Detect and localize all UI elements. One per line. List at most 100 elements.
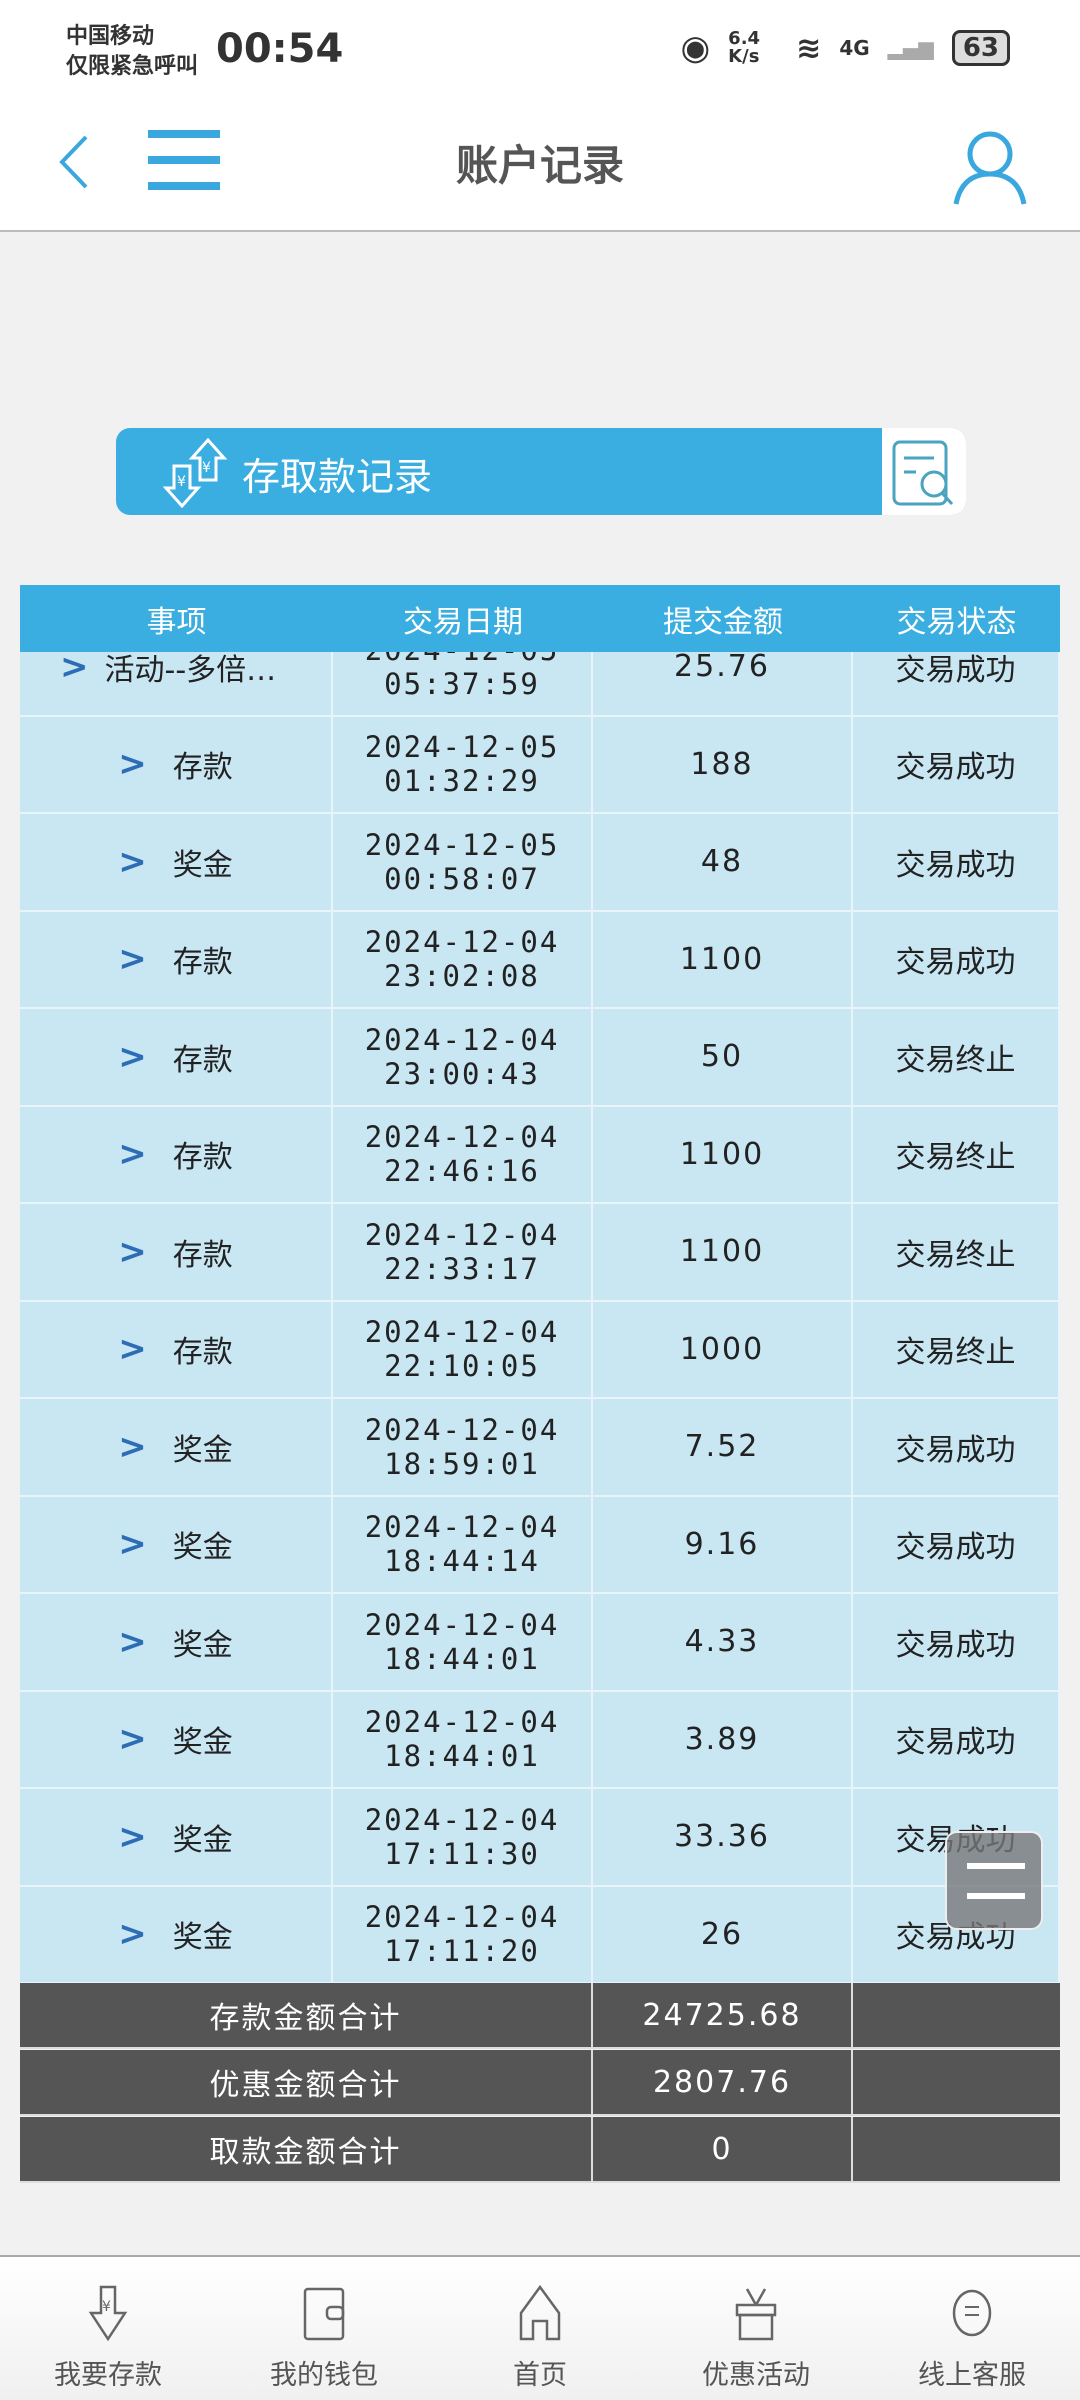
nav-label: 优惠活动 xyxy=(702,2360,810,2391)
page-title: 账户记录 xyxy=(455,141,624,190)
carrier: 中国移动 xyxy=(66,24,155,49)
item: 存款 xyxy=(172,1042,233,1078)
amount: 188 xyxy=(593,716,853,812)
summary-value: 24725.68 xyxy=(593,1983,853,2047)
summary-label: 取款金额合计 xyxy=(20,2117,593,2181)
summary-row: 取款金额合计 0 xyxy=(20,2117,1060,2183)
date: 2024-12-04 xyxy=(364,1802,560,1837)
table-row[interactable]: > 存款 2024-12-04 22:46:16 1100 交易终止 xyxy=(20,1106,1060,1204)
amount: 4.33 xyxy=(593,1594,853,1690)
chevron-right-icon[interactable]: > xyxy=(118,1329,147,1370)
nav-item[interactable]: 优惠活动 xyxy=(648,2257,864,2400)
chevron-right-icon[interactable]: > xyxy=(118,841,147,882)
time: 22:46:16 xyxy=(384,1154,540,1189)
item: 存款 xyxy=(172,1335,233,1371)
status-badge: 交易终止 xyxy=(853,1106,1060,1202)
table-row[interactable]: > 存款 2024-12-04 23:02:08 1100 交易成功 xyxy=(20,911,1060,1009)
nav-item[interactable]: 首页 xyxy=(432,2257,648,2400)
table-row[interactable]: > 奖金 2024-12-05 00:58:07 48 交易成功 xyxy=(20,814,1060,912)
amount: 25.76 xyxy=(593,652,853,715)
records-table[interactable]: >活动--多倍… 2024-12-0505:37:59 25.76 交易成功>存… xyxy=(20,652,1060,1983)
status-badge: 交易终止 xyxy=(853,1009,1060,1105)
item: 奖金 xyxy=(172,1432,233,1468)
date: 2024-12-04 xyxy=(364,925,560,960)
table-row[interactable]: > 存款 2024-12-04 23:00:43 50 交易终止 xyxy=(20,1009,1060,1107)
summary-row: 优惠金额合计 2807.76 xyxy=(20,2050,1060,2116)
banner-label: 存取款记录 xyxy=(242,455,433,499)
table-row[interactable]: > 奖金 2024-12-04 18:44:01 3.89 交易成功 xyxy=(20,1691,1060,1789)
item: 奖金 xyxy=(172,1920,233,1956)
date: 2024-12-05 xyxy=(364,827,560,862)
date: 2024-12-04 xyxy=(364,1607,560,1642)
chevron-right-icon[interactable]: > xyxy=(118,1816,147,1857)
col-date: 交易日期 xyxy=(403,604,523,640)
table-row[interactable]: > 奖金 2024-12-04 17:11:20 26 交易成功 xyxy=(20,1886,1060,1983)
time: 18:44:01 xyxy=(384,1739,540,1774)
back-icon[interactable] xyxy=(56,132,96,192)
signal-icon: ▂▄▆ xyxy=(887,36,934,60)
nav-label: 我要存款 xyxy=(54,2360,162,2391)
status-badge: 交易成功 xyxy=(853,911,1060,1007)
date: 2024-12-04 xyxy=(364,1120,560,1155)
header: 账户记录 xyxy=(0,90,1080,232)
wifi-icon: ≋ xyxy=(796,30,822,66)
chevron-right-icon[interactable]: > xyxy=(118,1134,147,1175)
time: 18:44:01 xyxy=(384,1641,540,1676)
table-row[interactable]: > 奖金 2024-12-04 18:44:01 4.33 交易成功 xyxy=(20,1594,1060,1692)
item: 奖金 xyxy=(172,1627,233,1663)
date: 2024-12-05 xyxy=(365,652,560,667)
time: 17:11:20 xyxy=(384,1934,540,1969)
chevron-right-icon[interactable]: > xyxy=(118,744,147,785)
table-row[interactable]: > 存款 2024-12-05 01:32:29 188 交易成功 xyxy=(20,716,1060,814)
status-badge: 交易成功 xyxy=(853,814,1060,910)
time: 18:59:01 xyxy=(384,1446,540,1481)
summary-label: 存款金额合计 xyxy=(20,1983,593,2047)
chevron-right-icon[interactable]: > xyxy=(118,1719,147,1760)
chevron-right-icon[interactable]: > xyxy=(118,1914,147,1955)
chevron-right-icon[interactable]: > xyxy=(118,1426,147,1467)
status-badge: 交易成功 xyxy=(853,1399,1060,1495)
search-records-button[interactable] xyxy=(882,428,966,515)
status-badge: 交易成功 xyxy=(853,716,1060,812)
chevron-right-icon[interactable]: > xyxy=(118,1621,147,1662)
time: 22:33:17 xyxy=(384,1251,540,1286)
gift-icon xyxy=(735,2288,777,2341)
table-row[interactable]: > 存款 2024-12-04 22:33:17 1100 交易终止 xyxy=(20,1204,1060,1302)
table-row[interactable]: > 存款 2024-12-04 22:10:05 1000 交易终止 xyxy=(20,1301,1060,1399)
date: 2024-12-04 xyxy=(364,1217,560,1252)
floating-menu-button[interactable] xyxy=(945,1831,1043,1930)
date: 2024-12-04 xyxy=(364,1510,560,1545)
time: 23:02:08 xyxy=(384,959,540,994)
nav-item[interactable]: ¥ 我要存款 xyxy=(0,2257,216,2400)
menu-icon[interactable] xyxy=(148,130,220,190)
nav-item[interactable]: 线上客服 xyxy=(864,2257,1080,2400)
search-doc-icon xyxy=(892,440,954,506)
date: 2024-12-05 xyxy=(364,730,560,765)
item: 奖金 xyxy=(172,1725,233,1761)
date: 2024-12-04 xyxy=(364,1705,560,1740)
table-row[interactable]: > 活动--多倍… 2024-12-0505:37:59 25.76 交易成功 xyxy=(20,652,1060,717)
status-badge: 交易成功 xyxy=(853,652,1060,715)
item: 存款 xyxy=(172,1237,233,1273)
svg-text:¥: ¥ xyxy=(202,460,211,476)
col-status: 交易状态 xyxy=(896,604,1017,640)
status-badge: 交易成功 xyxy=(853,1691,1060,1787)
chevron-right-icon[interactable]: > xyxy=(118,1036,147,1077)
date: 2024-12-04 xyxy=(364,1900,560,1935)
item: 活动--多倍… xyxy=(104,652,277,688)
chevron-right-icon[interactable]: > xyxy=(118,939,147,980)
chevron-right-icon[interactable]: > xyxy=(118,1524,147,1565)
table-row[interactable]: > 奖金 2024-12-04 18:59:01 7.52 交易成功 xyxy=(20,1399,1060,1497)
svg-text:¥: ¥ xyxy=(102,2299,111,2315)
chevron-right-icon[interactable]: > xyxy=(60,652,89,687)
summary-row: 存款金额合计 24725.68 xyxy=(20,1983,1060,2049)
user-icon[interactable] xyxy=(950,126,1030,206)
svg-text:¥: ¥ xyxy=(177,474,186,490)
amount: 33.36 xyxy=(593,1789,853,1885)
chevron-right-icon[interactable]: > xyxy=(118,1231,147,1272)
time: 05:37:59 xyxy=(384,666,540,701)
time: 23:00:43 xyxy=(384,1056,540,1091)
nav-item[interactable]: 我的钱包 xyxy=(216,2257,432,2400)
table-row[interactable]: > 奖金 2024-12-04 18:44:14 9.16 交易成功 xyxy=(20,1496,1060,1594)
